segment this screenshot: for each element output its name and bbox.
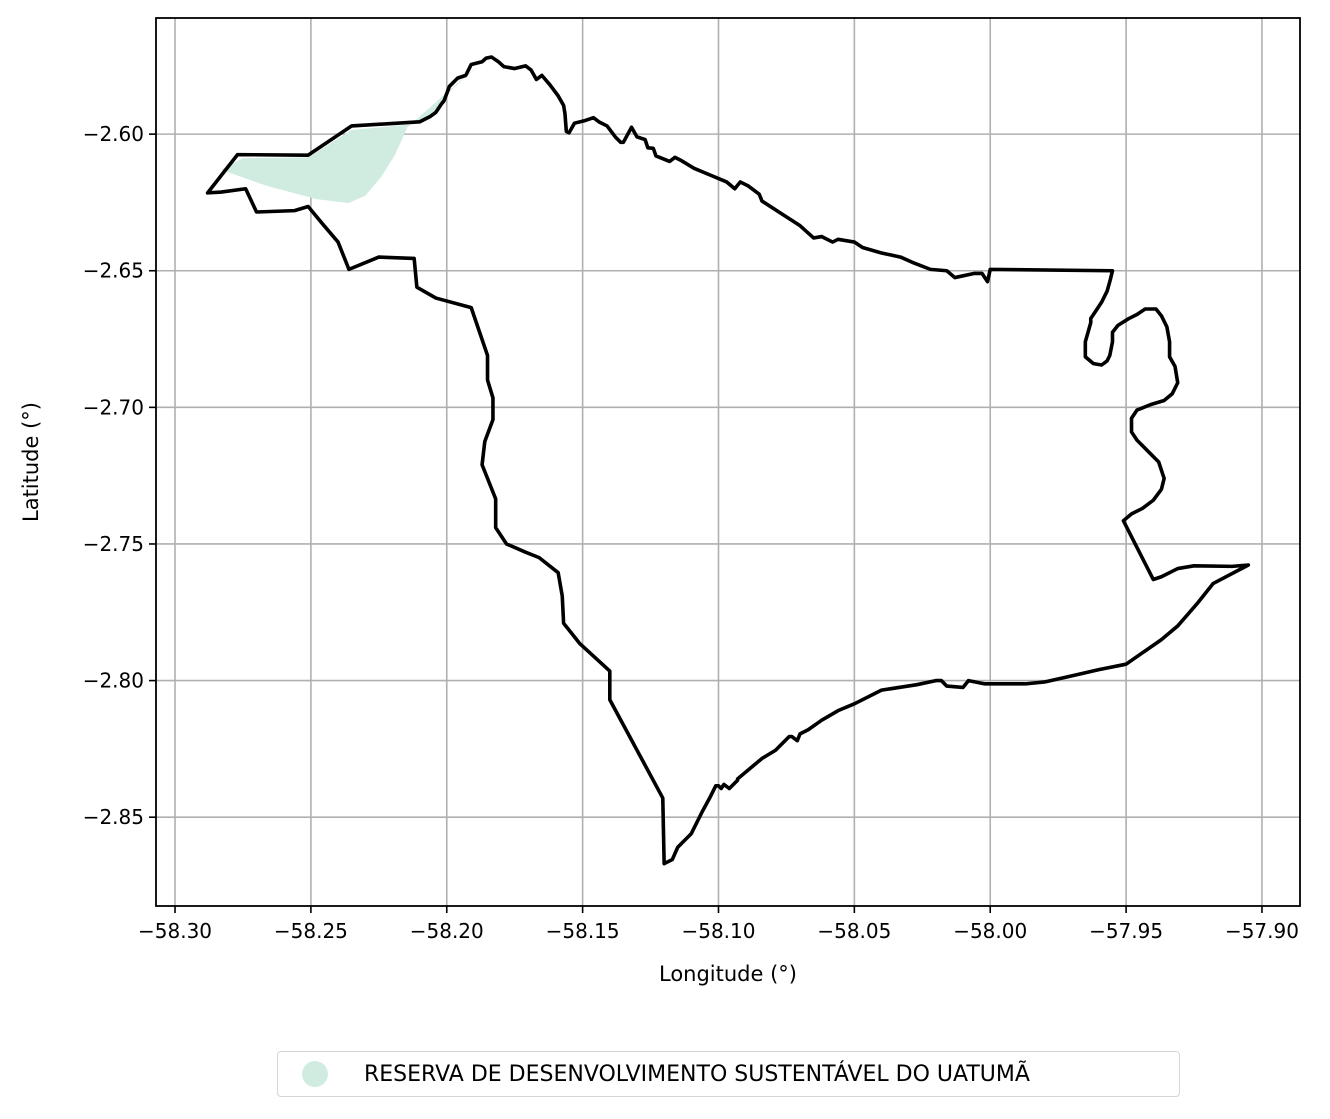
x-tick-label-0: −58.30 xyxy=(138,919,212,943)
municipality-outline xyxy=(205,55,1251,866)
grid xyxy=(156,18,1300,906)
y-tick-label-0: −2.60 xyxy=(83,122,144,146)
x-tick-label-4: −58.10 xyxy=(681,919,755,943)
y-axis-label: Latitude (°) xyxy=(19,402,43,522)
x-tick-label-5: −58.05 xyxy=(817,919,891,943)
boundary-outlines xyxy=(205,55,1251,866)
legend-swatch-reserve xyxy=(302,1061,328,1087)
x-tick-label-6: −58.00 xyxy=(953,919,1027,943)
plot-frame xyxy=(155,17,1301,907)
y-axis-ticks: −2.60 −2.65 −2.70 −2.75 −2.80 −2.85 xyxy=(83,122,156,829)
legend: RESERVA DE DESENVOLVIMENTO SUSTENTÁVEL D… xyxy=(277,1051,1180,1097)
reserve-area-0 xyxy=(221,61,485,203)
x-axis-ticks: −58.30 −58.25 −58.20 −58.15 −58.10 −58.05 −58.… xyxy=(138,906,1299,943)
x-axis-label: Longitude (°) xyxy=(659,962,797,986)
x-tick-label-8: −57.90 xyxy=(1225,919,1299,943)
reserve-areas xyxy=(221,61,485,203)
x-tick-label-7: −57.95 xyxy=(1089,919,1163,943)
y-tick-label-5: −2.85 xyxy=(83,805,144,829)
x-tick-label-3: −58.15 xyxy=(546,919,620,943)
legend-label-reserve: RESERVA DE DESENVOLVIMENTO SUSTENTÁVEL D… xyxy=(364,1061,1030,1087)
y-tick-label-1: −2.65 xyxy=(83,259,144,283)
y-tick-label-2: −2.70 xyxy=(83,395,144,419)
x-tick-label-1: −58.25 xyxy=(274,919,348,943)
y-tick-label-3: −2.75 xyxy=(83,532,144,556)
y-tick-label-4: −2.80 xyxy=(83,669,144,693)
x-tick-label-2: −58.20 xyxy=(410,919,484,943)
